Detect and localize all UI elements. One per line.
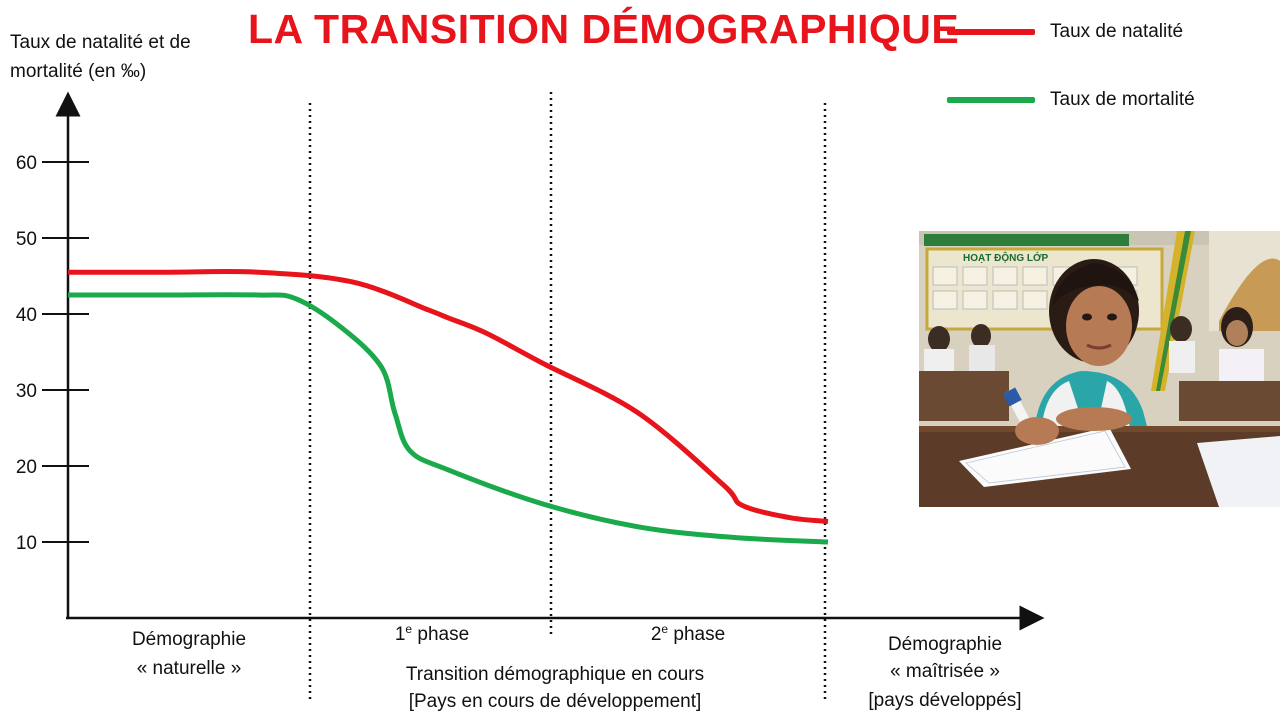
- phase1-label-line1: Démographie: [132, 629, 246, 650]
- legend-natalite-label: Taux de natalité: [1050, 21, 1184, 42]
- axes: [55, 91, 1045, 631]
- y-tick-label: 60: [16, 153, 37, 174]
- legend-natalite: Taux de natalité: [947, 21, 1183, 43]
- phase2-label: 1e phase: [395, 622, 469, 645]
- phase3-number: 2: [651, 624, 662, 645]
- chart-title: LA TRANSITION DÉMOGRAPHIQUE: [248, 6, 960, 52]
- photo-board-text: HOẠT ĐỘNG LỚP: [963, 251, 1049, 264]
- phase2-sup: e: [405, 622, 412, 636]
- series-line-natalite: [68, 268, 829, 524]
- phase4-label-line1: Démographie: [888, 634, 1002, 655]
- y-tick-label: 50: [16, 229, 37, 250]
- phase3-sup: e: [661, 622, 668, 636]
- y-tick-label: 20: [16, 457, 37, 478]
- y-tick-label: 10: [16, 533, 37, 554]
- phase2-number: 1: [395, 624, 406, 645]
- phase3-label: 2e phase: [651, 622, 725, 645]
- y-axis-label: Taux de natalité et de mortalité (en ‰): [10, 32, 191, 82]
- series-lines: [68, 268, 829, 545]
- legend-mortalite-swatch: [947, 97, 1035, 103]
- phase-labels: Démographie « naturelle » 1e phase 2e ph…: [132, 622, 1022, 712]
- transition-label-line2: [Pays en cours de développement]: [409, 691, 702, 712]
- phase4-label-line2: « maîtrisée »: [890, 661, 1000, 682]
- phase4-label-line3: [pays développés]: [868, 690, 1021, 711]
- phase3-rest: phase: [668, 624, 725, 645]
- y-tick-label: 40: [16, 305, 37, 326]
- legend-mortalite: Taux de mortalité: [947, 89, 1195, 111]
- classroom-photo: HOẠT ĐỘNG LỚP: [919, 231, 1280, 507]
- y-ticks: 10 20 30 40 50 60: [16, 153, 89, 554]
- y-tick-label: 30: [16, 381, 37, 402]
- legend-mortalite-label: Taux de mortalité: [1050, 89, 1195, 110]
- classroom-photo-illustration: HOẠT ĐỘNG LỚP: [919, 231, 1280, 507]
- phase1-label-line2: « naturelle »: [137, 658, 242, 679]
- series-line-mortalite: [68, 292, 829, 545]
- phase2-rest: phase: [412, 624, 469, 645]
- legend-natalite-swatch: [947, 29, 1035, 35]
- transition-label-line1: Transition démographique en cours: [406, 664, 704, 685]
- phase-separators: [308, 92, 827, 700]
